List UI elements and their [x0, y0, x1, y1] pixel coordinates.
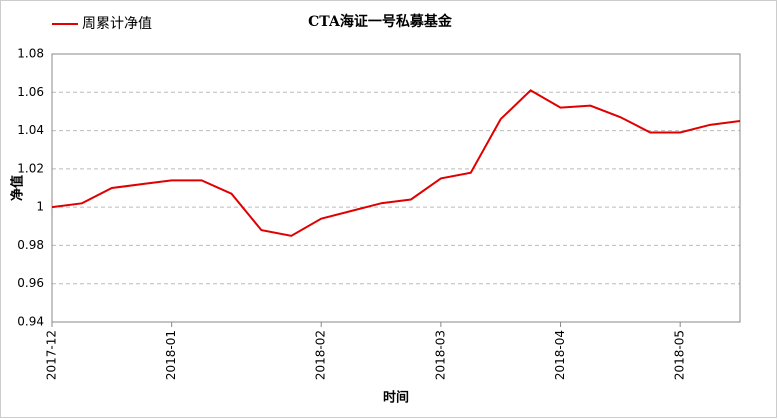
y-tick-label: 1.04 [17, 123, 44, 137]
series-line [51, 89, 741, 237]
y-tick-label: 1.08 [17, 47, 44, 61]
x-tick-label: 2018-04 [553, 330, 567, 380]
y-tick-label: 0.98 [17, 238, 44, 252]
y-tick-label: 1.02 [17, 161, 44, 175]
x-tick-label: 2018-02 [314, 330, 328, 380]
y-tick-label: 0.94 [17, 315, 44, 329]
y-tick-label: 1.06 [17, 85, 44, 99]
y-tick-label: 0.96 [17, 276, 44, 290]
legend-label: 周累计净值 [82, 16, 152, 32]
x-tick-label: 2018-03 [433, 330, 447, 380]
x-axis-label: 时间 [383, 390, 409, 406]
plot-area [51, 53, 741, 323]
x-tick-label: 2017-12 [45, 330, 59, 380]
x-tick-label: 2018-05 [673, 330, 687, 380]
y-axis-label: 净值 [10, 175, 26, 201]
chart-title: CTA海证一号私募基金 [308, 13, 453, 30]
x-tick-label: 2018-01 [164, 330, 178, 380]
y-tick-label: 1 [36, 200, 44, 214]
